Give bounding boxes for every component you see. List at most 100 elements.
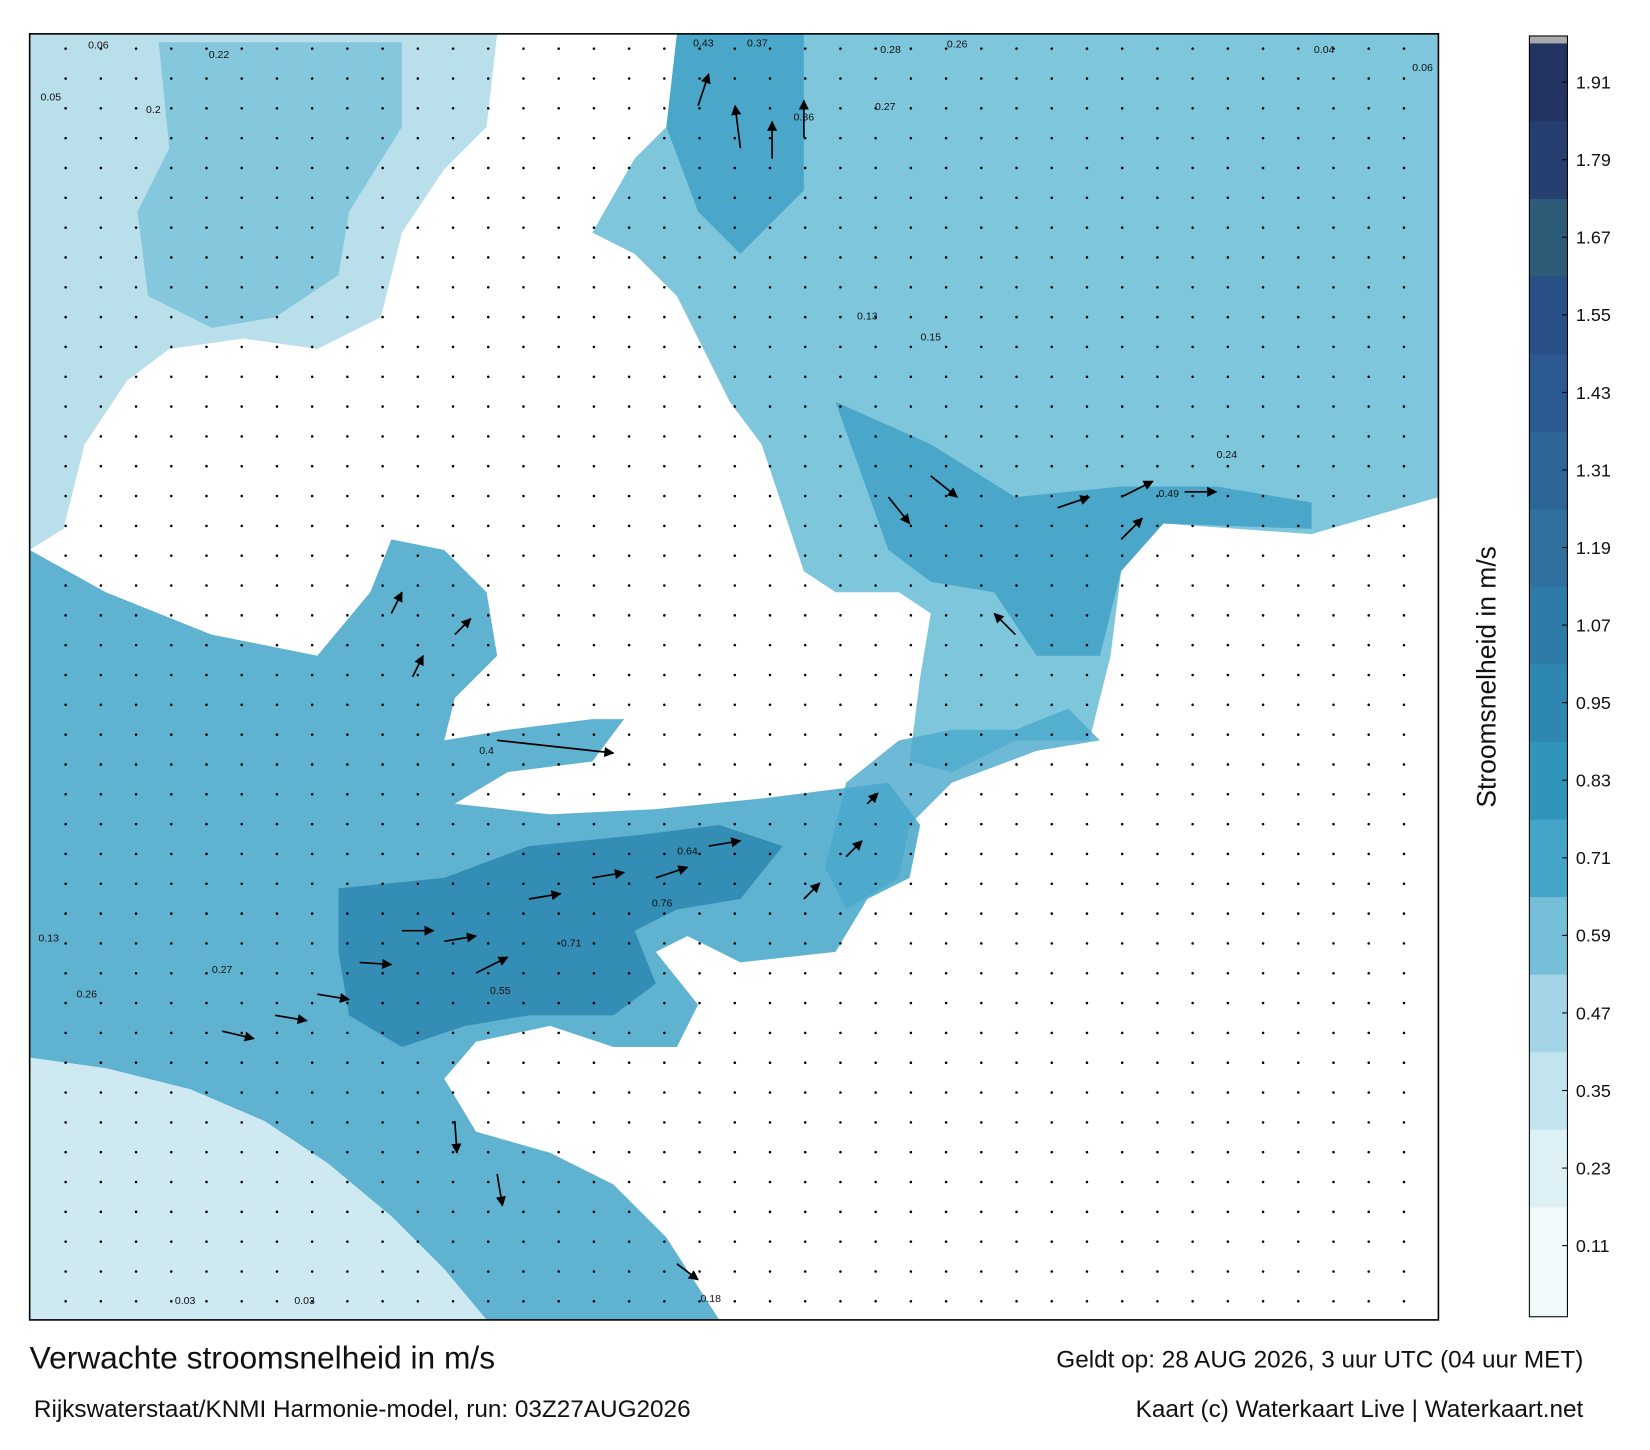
grid-dot xyxy=(944,733,948,736)
grid-dot xyxy=(240,375,243,378)
grid-dot xyxy=(346,643,349,647)
grid-dot xyxy=(1085,1270,1089,1273)
grid-dot xyxy=(1297,1180,1300,1184)
grid-dot xyxy=(1261,1300,1265,1303)
grid-dot xyxy=(803,673,807,677)
grid-dot xyxy=(1226,1210,1230,1214)
valid-time: Geldt op: 28 AUG 2026, 3 uur UTC (04 uur… xyxy=(1056,1347,1583,1374)
grid-dot xyxy=(170,226,173,229)
grid-dot xyxy=(1120,1180,1124,1184)
grid-dot xyxy=(170,524,173,528)
grid-dot xyxy=(170,256,173,259)
grid-dot xyxy=(134,1001,138,1005)
grid-dot xyxy=(839,584,842,587)
grid-dot xyxy=(1261,733,1265,736)
speed-label: 0.18 xyxy=(700,1293,721,1305)
grid-dot xyxy=(698,494,701,498)
grid-dot xyxy=(768,1270,772,1273)
speed-label: 0.36 xyxy=(794,112,815,124)
grid-dot xyxy=(451,584,455,587)
grid-dot xyxy=(205,1150,208,1154)
grid-dot xyxy=(346,345,349,349)
grid-dot xyxy=(240,107,243,110)
grid-dot xyxy=(1226,1121,1230,1124)
grid-dot xyxy=(1120,882,1124,886)
grid-dot xyxy=(557,1300,560,1303)
grid-dot xyxy=(1297,107,1300,110)
grid-dot xyxy=(1120,673,1124,677)
grid-dot xyxy=(1120,1240,1124,1243)
water-southwest xyxy=(29,1057,487,1320)
grid-dot xyxy=(486,1270,490,1273)
grid-dot xyxy=(275,1150,279,1154)
grid-dot xyxy=(874,47,877,50)
colorbar-tick-label: 0.83 xyxy=(1576,771,1611,791)
grid-dot xyxy=(627,793,631,796)
grid-dot xyxy=(1332,673,1335,677)
grid-dot xyxy=(1297,554,1300,557)
grid-dot xyxy=(733,971,737,975)
grid-dot xyxy=(1367,1300,1370,1303)
grid-dot xyxy=(1156,942,1159,945)
grid-dot xyxy=(803,733,807,736)
grid-dot xyxy=(592,1300,596,1303)
grid-dot xyxy=(1226,494,1230,498)
grid-dot xyxy=(1156,405,1159,408)
grid-dot xyxy=(1015,166,1018,170)
grid-dot xyxy=(768,196,772,200)
grid-dot xyxy=(627,524,631,528)
grid-dot xyxy=(803,1121,807,1124)
grid-dot xyxy=(1261,1001,1265,1005)
grid-dot xyxy=(768,47,772,50)
current-arrow xyxy=(731,104,742,149)
grid-dot xyxy=(733,1091,737,1094)
speed-label: 0.13 xyxy=(857,310,878,322)
grid-dot xyxy=(592,882,596,886)
grid-dot xyxy=(909,166,913,170)
grid-dot xyxy=(1332,1180,1335,1184)
grid-dot xyxy=(663,1300,666,1303)
grid-dot xyxy=(1085,405,1089,408)
grid-dot xyxy=(170,852,173,856)
grid-dot xyxy=(1191,524,1194,528)
grid-dot xyxy=(592,166,596,170)
grid-dot xyxy=(980,494,983,498)
grid-dot xyxy=(416,822,420,826)
grid-dot xyxy=(592,136,596,140)
grid-dot xyxy=(310,226,314,229)
grid-dot xyxy=(1085,285,1089,289)
grid-dot xyxy=(803,1061,807,1064)
grid-dot xyxy=(1191,107,1194,110)
grid-dot xyxy=(1226,882,1230,886)
grid-dot xyxy=(803,643,807,647)
grid-dot xyxy=(592,733,596,736)
grid-dot xyxy=(1156,107,1159,110)
grid-dot xyxy=(134,285,138,289)
grid-dot xyxy=(803,405,807,408)
grid-dot xyxy=(592,912,596,915)
grid-dot xyxy=(980,1300,983,1303)
grid-dot xyxy=(1261,1061,1265,1064)
grid-dot xyxy=(1015,942,1018,945)
grid-dot xyxy=(980,77,983,80)
water-north-channel xyxy=(666,33,1312,656)
colorbar-tick-label: 0.11 xyxy=(1576,1236,1610,1256)
current-arrow xyxy=(528,890,562,901)
grid-dot xyxy=(170,1091,173,1094)
grid-dot xyxy=(1120,1091,1124,1094)
grid-dot xyxy=(275,77,279,80)
grid-dot xyxy=(944,107,948,110)
grid-dot xyxy=(1332,822,1335,826)
grid-dot xyxy=(1332,405,1335,408)
grid-dot xyxy=(1085,107,1089,110)
grid-dot xyxy=(205,315,208,319)
current-arrow xyxy=(495,1173,506,1207)
grid-dot xyxy=(874,971,877,975)
colorbar-frame xyxy=(1528,35,1568,1318)
grid-dot xyxy=(1297,1001,1300,1005)
grid-dot xyxy=(1297,435,1300,438)
colorbar-tick-label: 1.07 xyxy=(1576,615,1611,635)
grid-dot xyxy=(944,1210,948,1214)
grid-dot xyxy=(381,852,384,856)
grid-dot xyxy=(698,1091,701,1094)
